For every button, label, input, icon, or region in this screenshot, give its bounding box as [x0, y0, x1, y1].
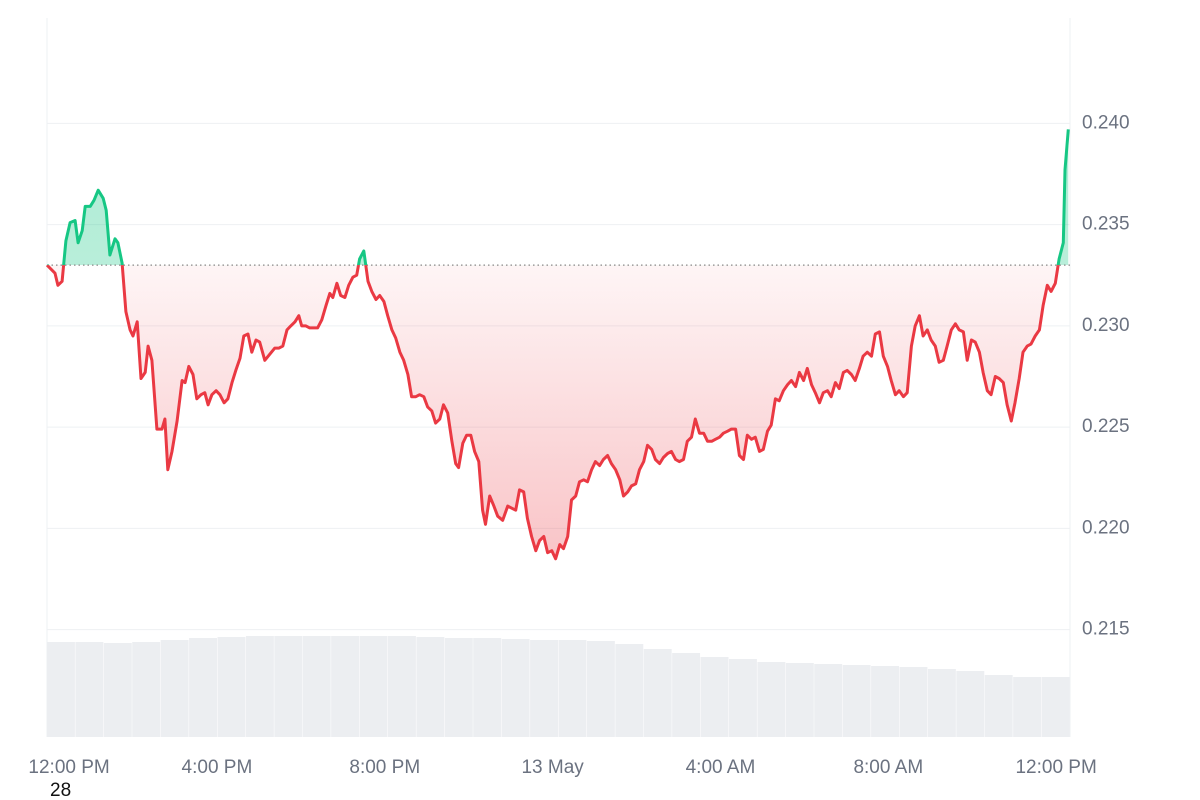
annotation: 28 [50, 780, 71, 800]
volume-bar [530, 640, 558, 737]
volume-bar [984, 675, 1013, 737]
volume-bar [927, 669, 956, 737]
volume-bar [757, 662, 786, 737]
y-tick-label: 0.215 [1082, 619, 1130, 640]
x-tick-label: 12:00 PM [1015, 757, 1096, 778]
x-tick-label: 4:00 PM [182, 757, 253, 778]
volume-bar [672, 653, 701, 737]
volume-bar [615, 644, 644, 737]
x-tick-label: 8:00 PM [349, 757, 420, 778]
volume-bar [785, 663, 814, 737]
area-down [47, 265, 1069, 559]
volume-bar [729, 659, 757, 737]
volume-bar [643, 649, 672, 737]
volume-bar [359, 636, 388, 737]
volume-bar [160, 640, 189, 737]
volume-bar [814, 664, 843, 737]
volume-bar [899, 667, 928, 737]
volume-bar [47, 642, 75, 737]
volume-bar [700, 657, 729, 737]
y-tick-label: 0.235 [1082, 214, 1130, 235]
volume-bar [217, 637, 246, 737]
volume-bar [302, 636, 331, 737]
volume-bar [103, 643, 132, 737]
volume-bar [558, 640, 587, 737]
volume-bar [132, 642, 161, 737]
x-tick-label: 4:00 AM [686, 757, 756, 778]
price-line-down [45, 265, 1060, 561]
volume-bar [416, 637, 445, 737]
volume-bar [1013, 677, 1042, 737]
volume-bar [473, 638, 502, 737]
volume-bar [75, 642, 104, 737]
volume-bar [586, 641, 615, 737]
y-tick-label: 0.220 [1082, 517, 1130, 538]
volume-bar [331, 636, 360, 737]
volume-bar [388, 636, 416, 737]
volume-bar [842, 665, 871, 737]
volume-bar [274, 636, 303, 737]
x-tick-label: 13 May [521, 757, 584, 778]
volume-bar [189, 638, 217, 737]
volume-bar [444, 638, 473, 737]
volume-bar [956, 671, 985, 737]
x-tick-label: 8:00 AM [853, 757, 923, 778]
y-tick-label: 0.240 [1082, 112, 1130, 133]
y-tick-label: 0.225 [1082, 416, 1130, 437]
y-tick-label: 0.230 [1082, 315, 1130, 336]
volume-bar [1041, 677, 1070, 737]
volume-bar [245, 636, 274, 737]
x-tick-label: 12:00 PM [28, 757, 109, 778]
volume-bar [871, 666, 899, 737]
volume-bar [501, 639, 530, 737]
